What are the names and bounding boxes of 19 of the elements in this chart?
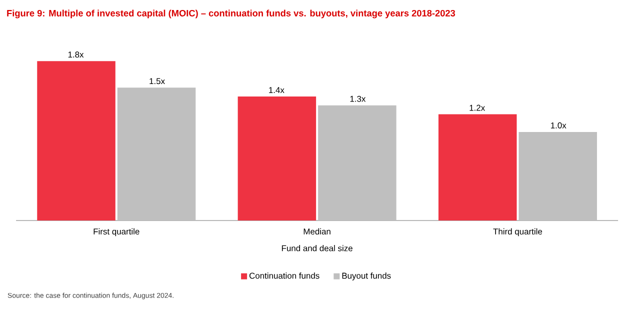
legend-label: Buyout funds bbox=[342, 272, 391, 280]
bar bbox=[438, 114, 517, 221]
data-label: 1.8x bbox=[68, 52, 84, 58]
x-axis-title: Fund and deal size bbox=[282, 245, 352, 252]
data-label: 1.4x bbox=[269, 87, 284, 93]
data-label: 1.0x bbox=[551, 122, 566, 128]
x-tick-label: Median bbox=[304, 228, 330, 235]
x-tick-label: Third quartile bbox=[493, 228, 542, 236]
bar bbox=[238, 96, 316, 221]
legend-label: Continuation funds bbox=[249, 272, 320, 279]
data-label: 1.5x bbox=[150, 78, 165, 84]
chart-title: Figure 9: Multiple of invested capital (MOIC) – continuation funds vs. buyouts, vintage years 2018-2023 bbox=[7, 10, 456, 18]
bar bbox=[318, 105, 396, 221]
x-tick-label: First quartile bbox=[94, 228, 140, 236]
bar bbox=[518, 132, 597, 221]
bar bbox=[117, 88, 196, 221]
data-label: 1.2x bbox=[470, 104, 486, 111]
data-label: 1.3x bbox=[350, 96, 366, 102]
bar bbox=[37, 61, 116, 221]
